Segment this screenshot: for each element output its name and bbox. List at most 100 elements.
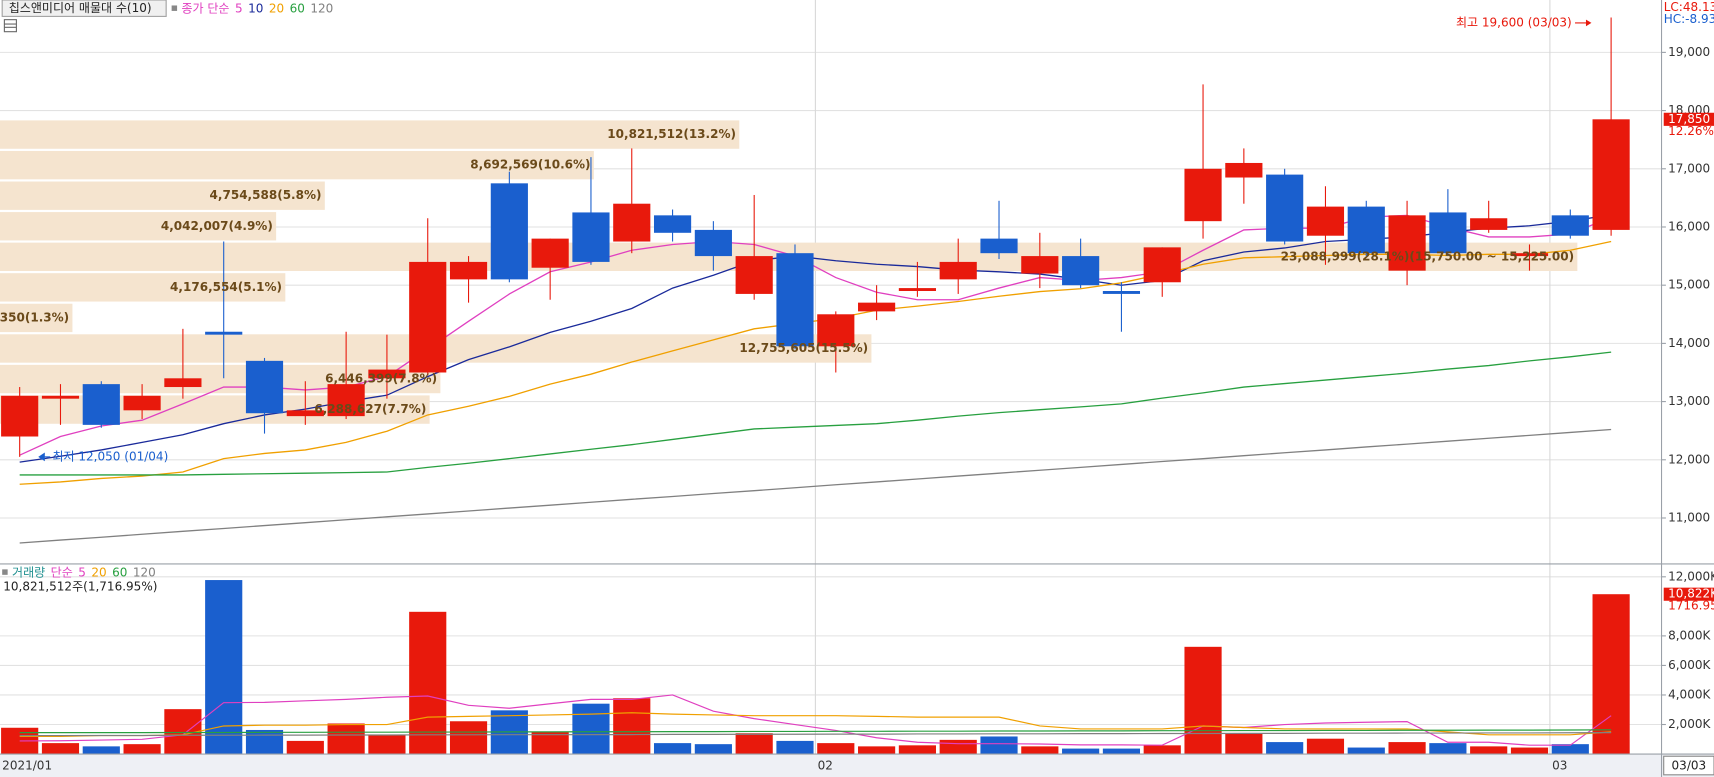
legend-prefix: 종가 단순 (181, 1, 229, 15)
volume-bar (858, 746, 896, 755)
volume-bar (1062, 748, 1100, 755)
volume-bar (776, 740, 814, 755)
volume-bar (286, 740, 324, 755)
candle-body (449, 261, 488, 280)
y-tick-label: 16,000 (1668, 219, 1710, 233)
volume-bar (41, 743, 80, 755)
volume-bar (898, 745, 936, 755)
y-tick-label: 8,000K (1668, 628, 1711, 642)
candle-body (1, 395, 39, 437)
y-tick-label: 19,000 (1668, 45, 1710, 59)
table-icon[interactable] (3, 19, 17, 33)
legend-entry: 5 (235, 1, 243, 15)
candle-body (82, 384, 120, 425)
candle-body (490, 183, 528, 280)
volume-bar (1592, 594, 1630, 755)
volume-bar (449, 721, 488, 755)
volume-ma-line (19, 729, 1612, 734)
candle-body (898, 288, 936, 292)
candle-body (1551, 215, 1589, 236)
low-arrow-head (38, 452, 45, 462)
y-tick-label: 17,000 (1668, 161, 1710, 175)
candles (1, 17, 1630, 457)
ma-line (19, 351, 1612, 476)
profile-band (0, 212, 277, 241)
candle-body (1306, 206, 1345, 236)
volume-ma-line (19, 732, 1612, 737)
y-tick-label: 13,000 (1668, 394, 1710, 408)
legend-entry: 120 (133, 565, 156, 579)
volume-bar (1429, 743, 1467, 755)
legend-entry: 20 (91, 565, 106, 579)
volume-bar (572, 703, 610, 755)
chart-title: 칩스앤미디어 매물대 수(10) (9, 1, 152, 15)
profile-label: 1,060,350(1.3%) (0, 310, 69, 324)
volume-bar (205, 580, 243, 755)
volume-bar (1551, 744, 1589, 755)
x-tick-label: 02 (818, 759, 833, 773)
volume-bar (1021, 746, 1059, 755)
candle-body (858, 302, 896, 312)
hc-label: HC:-8.93 (1664, 12, 1714, 26)
candle-body (1143, 247, 1181, 283)
profile-label: 4,176,554(5.1%) (170, 280, 282, 294)
profile-label: 4,042,007(4.9%) (161, 219, 273, 233)
candle-body (409, 261, 447, 373)
candle-body (735, 256, 773, 294)
volume-bar (735, 733, 773, 755)
candle-body (1021, 256, 1059, 274)
y-tick-label: 12,000 (1668, 452, 1710, 466)
volume-bar (1225, 733, 1263, 755)
last-volume-box (1663, 587, 1714, 601)
y-tick-label: 11,000 (1668, 510, 1710, 524)
candle-body (1266, 174, 1304, 242)
legend-entry: 20 (269, 1, 284, 15)
volume-bar (817, 743, 855, 755)
volume-bar (327, 723, 365, 755)
ma-legend: 종가 단순 5 10 20 60 120 (181, 1, 333, 15)
candle-body (1225, 162, 1263, 178)
volume-bar (368, 735, 406, 755)
volume-bar (1347, 747, 1385, 755)
volume-bar (1388, 742, 1426, 755)
x-tick-label: 03 (1552, 759, 1567, 773)
ma-line (19, 240, 1612, 485)
low-label: 최저 12,050 (01/04) (52, 449, 168, 463)
profile-band (0, 150, 594, 180)
profile-band (0, 181, 325, 210)
x-tick-label: 2021/01 (2, 759, 52, 773)
volume-bar (1143, 745, 1181, 755)
candle-body (817, 314, 855, 347)
legend-entry: 60 (112, 565, 127, 579)
candle-body (531, 238, 569, 268)
moving-averages (19, 214, 1612, 544)
cursor-date: 03/03 (1672, 759, 1707, 773)
volume-bar (613, 698, 651, 755)
axes: 11,000 12,000 13,000 14,000 15,000 16,000 17,0… (2, 45, 1714, 776)
last-volume-change: 1716.95% (1668, 599, 1714, 613)
candle-body (776, 253, 814, 347)
volume-bar (1184, 646, 1222, 755)
candle-body (1184, 168, 1222, 222)
candle-body (1592, 119, 1630, 230)
last-volume-label: 10,822K (1668, 587, 1714, 601)
y-tick-label: 14,000 (1668, 336, 1710, 350)
ma-line (19, 428, 1612, 544)
candle-body (245, 360, 284, 414)
candle-body (572, 212, 610, 262)
legend-entry: 60 (290, 1, 305, 15)
y-tick-label: 4,000K (1668, 687, 1711, 701)
legend-prefix: 단순 (51, 565, 73, 579)
candle-body (1388, 215, 1426, 271)
candle-body (1062, 256, 1100, 286)
volume-bar (1470, 746, 1508, 755)
volume-bar (409, 611, 447, 755)
profile-label: 10,821,512(13.2%) (607, 127, 736, 141)
y-tick-label: 15,000 (1668, 278, 1710, 292)
volume-bar (245, 729, 284, 755)
x-axis-strip (0, 754, 1714, 777)
y-tick-label: 2,000K (1668, 717, 1711, 731)
profile-label: 23,088,999(28.1%)(15,750.00 ~ 15,225.00) (1281, 249, 1574, 263)
y-tick-label: 6,000K (1668, 658, 1711, 672)
title-box[interactable] (1, 0, 167, 17)
